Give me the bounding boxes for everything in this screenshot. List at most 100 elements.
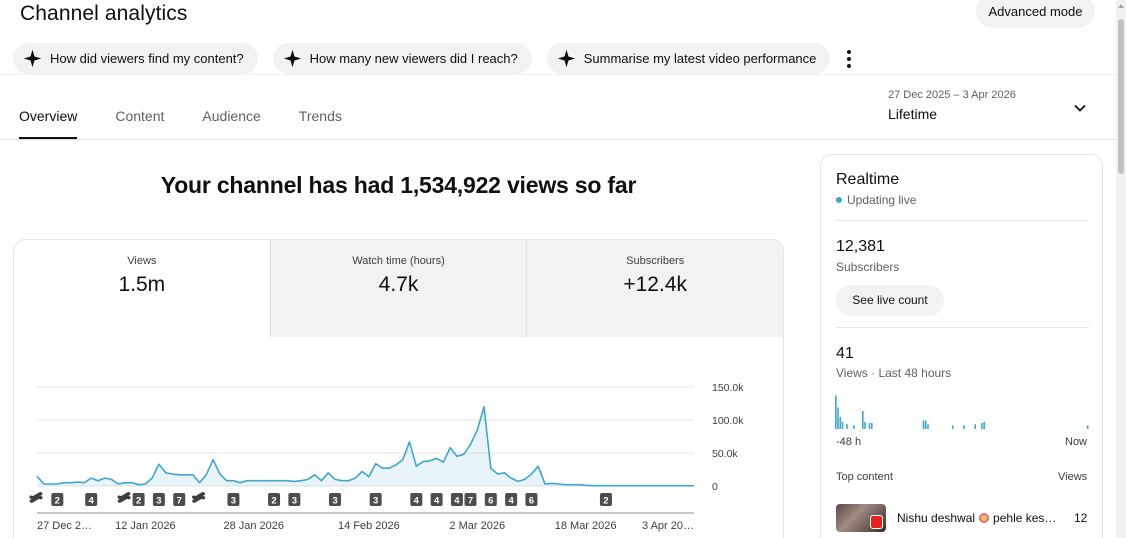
realtime-status: Updating live: [836, 193, 916, 207]
chip-label: Summarise my latest video performance: [583, 51, 817, 66]
scrollbar[interactable]: [1116, 0, 1126, 538]
x-tick-label: 2 Mar 2026: [449, 520, 505, 532]
metric-watch-time[interactable]: Watch time (hours) 4.7k: [269, 240, 527, 337]
more-options-icon[interactable]: [839, 43, 859, 74]
tab-audience[interactable]: Audience: [202, 108, 261, 124]
upload-marker-count: 7: [468, 496, 473, 507]
views-chart: 150.0k 100.0k 50.0k 0 2 4 2 3 7 3 2 3 3 3 4 4 4 7 6 4 6 2 27 D…: [14, 337, 783, 538]
upload-marker: [599, 493, 612, 506]
realtime-bar: [837, 407, 839, 429]
upload-marker: [525, 493, 538, 506]
realtime-subscribers-value: 12,381: [836, 238, 885, 255]
upload-marker: [464, 493, 477, 506]
tab-overview[interactable]: Overview: [19, 108, 78, 139]
top-content-label: Top content: [836, 471, 893, 483]
upload-marker-count: 4: [89, 496, 95, 507]
top-content-views: 12: [1074, 511, 1088, 525]
realtime-bar: [924, 420, 927, 429]
upload-marker-count: 6: [488, 496, 493, 507]
upload-marker-count: 3: [373, 496, 378, 507]
chart-line: [36, 406, 694, 487]
y-tick-label: 0: [712, 481, 718, 493]
upload-marker: [51, 493, 64, 506]
scrollbar-thumb[interactable]: [1118, 19, 1124, 174]
upload-marker: [505, 493, 518, 506]
x-tick-label: 18 Mar 2026: [555, 520, 617, 532]
top-content-title[interactable]: Nishu deshwal pehle kes…: [897, 511, 1056, 525]
upload-marker: [227, 493, 240, 506]
metric-label: Subscribers: [626, 255, 685, 267]
upload-marker-count: 4: [454, 496, 460, 507]
upload-marker-count: 3: [156, 496, 161, 507]
tab-trends[interactable]: Trends: [298, 108, 342, 124]
x-tick-label: 3 Apr 20…: [642, 520, 694, 532]
date-range-text[interactable]: 27 Dec 2025 – 3 Apr 2026: [888, 89, 1016, 101]
upload-marker-count: 2: [603, 496, 608, 507]
y-tick-label: 50.0k: [712, 448, 738, 460]
scroll-up-arrow-icon[interactable]: [1118, 4, 1124, 8]
realtime-bar: [864, 421, 866, 429]
x-tick-label: 28 Jan 2026: [223, 520, 284, 532]
overview-card: Views 1.5m Watch time (hours) 4.7k Subsc…: [13, 239, 784, 538]
tab-content[interactable]: Content: [115, 108, 165, 124]
chip-new-viewers-reached[interactable]: How many new viewers did I reach?: [272, 43, 532, 74]
date-range-label[interactable]: Lifetime: [888, 106, 938, 122]
chip-viewers-find-content[interactable]: How did viewers find my content?: [13, 43, 258, 74]
emoji-icon: [979, 513, 990, 523]
metric-label: Views: [127, 255, 157, 267]
realtime-bar: [922, 420, 925, 429]
upload-marker: [173, 493, 186, 506]
upload-marker-count: 2: [136, 496, 141, 507]
tab-bar: Overview Content Audience Trends: [19, 108, 380, 139]
realtime-bar: [835, 395, 837, 429]
chip-summarise-latest-video[interactable]: Summarise my latest video performance: [546, 43, 831, 74]
upload-marker: [410, 493, 423, 506]
realtime-views-value: 41: [836, 345, 854, 362]
chip-label: How many new viewers did I reach?: [309, 51, 518, 66]
realtime-bar: [839, 417, 842, 429]
sparkle-icon: [23, 49, 42, 68]
advanced-mode-button[interactable]: Advanced mode: [976, 0, 1095, 28]
divider: [0, 139, 1116, 140]
x-tick-label: 14 Feb 2026: [338, 520, 400, 532]
realtime-bar: [927, 424, 929, 429]
shorts-marker-icon: [29, 492, 43, 503]
upload-marker-count: 4: [434, 496, 440, 507]
chevron-down-icon[interactable]: [1072, 100, 1088, 116]
divider: [836, 327, 1089, 328]
y-tick-label: 150.0k: [712, 382, 744, 394]
see-live-count-button[interactable]: See live count: [836, 285, 944, 316]
realtime-title: Realtime: [836, 171, 900, 188]
upload-marker: [132, 493, 145, 506]
views-headline: Your channel has had 1,534,922 views so …: [160, 172, 637, 198]
upload-marker-count: 2: [271, 496, 276, 507]
realtime-bar: [951, 425, 954, 429]
realtime-axis-end: Now: [1065, 436, 1088, 448]
realtime-bar: [963, 425, 965, 429]
realtime-bar: [871, 423, 873, 429]
metric-subscribers[interactable]: Subscribers +12.4k: [526, 240, 783, 337]
y-tick-label: 100.0k: [712, 415, 744, 427]
realtime-bar: [846, 424, 848, 429]
live-dot-icon: [836, 197, 842, 203]
realtime-bar: [862, 411, 864, 429]
divider: [836, 220, 1089, 221]
shorts-icon: [870, 515, 883, 529]
upload-marker: [268, 493, 281, 506]
upload-marker-count: 3: [231, 496, 236, 507]
top-content-title-end: pehle kes…: [993, 511, 1057, 525]
page-title: Channel analytics: [20, 2, 188, 25]
chip-label: How did viewers find my content?: [50, 51, 244, 66]
metric-value: +12.4k: [623, 273, 687, 296]
video-thumbnail[interactable]: [836, 504, 886, 532]
upload-marker-count: 6: [529, 496, 534, 507]
realtime-bar: [1086, 425, 1089, 429]
realtime-bar: [841, 421, 844, 429]
metric-tabs: Views 1.5m Watch time (hours) 4.7k Subsc…: [14, 240, 783, 337]
realtime-card: Realtime Updating live 12,381 Subscriber…: [820, 154, 1103, 538]
metric-views[interactable]: Views 1.5m: [14, 240, 270, 337]
shorts-marker-icon: [192, 492, 206, 503]
suggestion-chips: How did viewers find my content? How man…: [13, 43, 859, 74]
top-content-title-start: Nishu deshwal: [897, 511, 976, 525]
metric-value: 4.7k: [378, 273, 419, 296]
